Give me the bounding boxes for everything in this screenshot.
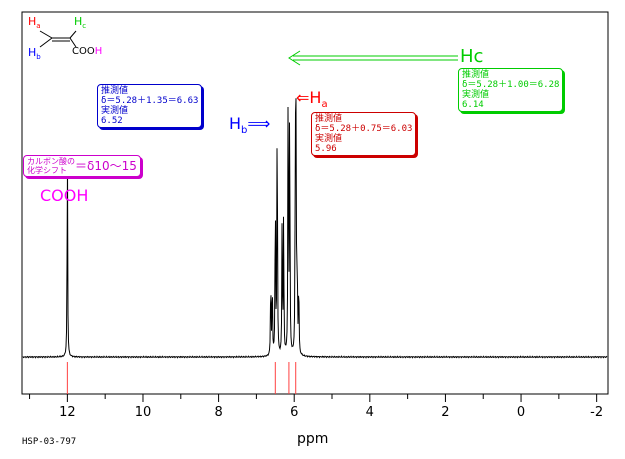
x-tick-label: 10 — [135, 405, 152, 420]
hc-prediction-box: 推測値 δ＝5.28＋1.00＝6.28 実測値 6.14 — [458, 68, 564, 112]
mol-hc-label: Hc — [74, 15, 87, 31]
x-tick-label: 0 — [517, 405, 525, 420]
x-axis-label: ppm — [297, 431, 329, 447]
mol-ha-label: Ha — [28, 15, 41, 31]
ha-annotation: ⇐Ha — [296, 88, 328, 111]
cooh-annotation: COOH — [40, 186, 89, 205]
spectrum-trace — [22, 98, 608, 359]
x-tick-label: 2 — [441, 405, 449, 420]
x-tick-label: 6 — [290, 405, 298, 420]
hb-prediction-box: 推測値 δ＝5.28＋1.35＝6.63 実測値 6.52 — [97, 84, 203, 128]
mol-cooh-label: COOH — [72, 46, 103, 57]
mol-hb-label: Hb — [28, 46, 41, 62]
x-tick-label: 8 — [214, 405, 222, 420]
x-tick-label: -2 — [590, 405, 603, 420]
ha-prediction-box: 推測値 δ＝5.28＋0.75＝6.03 実測値 5.96 — [311, 112, 417, 156]
hc-annotation: Hc — [460, 46, 484, 67]
x-tick-label: 4 — [366, 405, 374, 420]
acrylic-acid-structure — [39, 30, 77, 48]
x-tick-label: 12 — [59, 405, 76, 420]
cooh-shift-box: カルボン酸の 化学シフト ＝δ10～15 — [23, 155, 141, 177]
plot-frame — [21, 11, 609, 395]
hb-annotation: Hb⟹ — [229, 114, 271, 137]
footer-code: HSP-03-797 — [22, 437, 77, 447]
